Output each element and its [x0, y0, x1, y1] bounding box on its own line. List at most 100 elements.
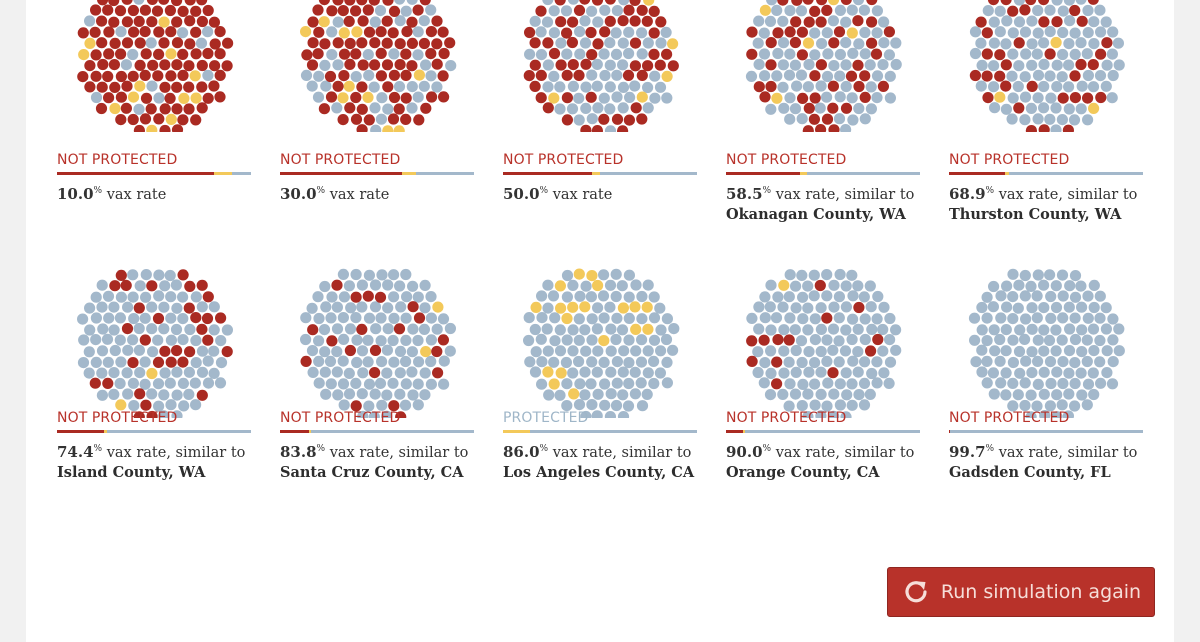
vax-rate-value: 50.0: [503, 185, 540, 203]
population-dot: [975, 80, 987, 92]
population-dot: [134, 280, 146, 292]
population-dot: [969, 47, 982, 60]
population-dot: [765, 367, 777, 379]
population-dot: [968, 312, 981, 324]
population-dot: [821, 269, 833, 281]
population-dot: [809, 313, 821, 325]
population-dot: [96, 389, 108, 401]
population-dot: [604, 37, 616, 49]
population-dot: [1038, 302, 1050, 314]
population-dot: [1013, 60, 1025, 72]
population-dot: [350, 113, 363, 125]
population-dot: [591, 366, 603, 378]
population-dot: [1087, 0, 1099, 5]
refresh-icon: [905, 581, 927, 603]
population-dot: [834, 91, 846, 103]
similar-county: Santa Cruz County, CA: [280, 464, 464, 481]
population-dot: [196, 15, 208, 28]
population-dot: [765, 80, 777, 93]
population-dot: [159, 81, 171, 93]
population-dot: [858, 4, 870, 16]
population-dot: [878, 37, 890, 49]
population-dot: [828, 0, 840, 6]
population-dot: [1088, 301, 1100, 314]
population-dot: [122, 388, 134, 400]
population-dot: [338, 399, 350, 411]
population-dot: [1062, 124, 1074, 132]
population-dot: [878, 367, 890, 379]
population-dot: [382, 279, 394, 291]
population-dot: [146, 80, 158, 92]
population-dot: [1045, 377, 1057, 390]
population-dot: [128, 26, 140, 38]
population-dot: [611, 377, 623, 389]
population-dot: [808, 269, 820, 281]
population-dot: [771, 92, 783, 104]
population-dot: [852, 346, 864, 358]
population-dot: [561, 378, 573, 390]
population-dot: [381, 389, 393, 401]
bar-segment-vaccinated: [530, 430, 697, 433]
population-dot: [1057, 48, 1069, 61]
population-dot: [318, 324, 331, 336]
population-dot: [847, 355, 859, 367]
population-dot: [369, 367, 381, 379]
population-dot: [146, 388, 158, 400]
population-dot: [300, 312, 312, 324]
population-dot: [332, 0, 344, 6]
population-dot: [987, 301, 999, 313]
population-dot: [803, 16, 815, 28]
population-dot: [789, 103, 802, 115]
population-dot: [306, 59, 319, 71]
population-dot: [616, 280, 628, 292]
population-dot: [1006, 113, 1018, 125]
vax-rate-suffix: vax rate: [329, 187, 390, 203]
population-dot: [369, 279, 382, 291]
population-dot: [802, 324, 814, 336]
population-dot: [605, 388, 617, 400]
bar-segment-unprotected: [949, 430, 950, 433]
population-dot: [324, 70, 337, 83]
bar-segment-unprotected: [726, 430, 744, 433]
population-dot: [183, 388, 195, 400]
population-dot: [840, 59, 852, 71]
population-dot: [121, 0, 133, 5]
population-dot: [300, 355, 312, 367]
population-dot: [425, 312, 437, 324]
population-dot: [103, 92, 115, 104]
population-dot: [152, 70, 164, 82]
population-dot: [846, 378, 858, 390]
population-dot: [221, 346, 233, 358]
population-dot: [1025, 125, 1037, 132]
population-dot: [1107, 356, 1119, 368]
population-dot: [548, 5, 560, 17]
population-dot: [661, 313, 673, 325]
population-dot: [1051, 411, 1063, 418]
population-dot: [1088, 388, 1100, 401]
percent-sign: %: [985, 444, 995, 454]
population-dot: [128, 400, 140, 412]
population-dot: [636, 334, 648, 346]
population-dot: [561, 291, 573, 303]
population-dot: [802, 125, 814, 132]
population-dot: [828, 279, 840, 291]
population-dot: [846, 27, 858, 39]
population-dot: [202, 69, 214, 81]
population-dot: [1007, 5, 1019, 17]
population-dot: [1063, 59, 1075, 71]
population-dot: [1100, 323, 1112, 335]
population-dot: [115, 399, 127, 411]
population-dot: [1031, 400, 1043, 412]
population-dot: [337, 312, 349, 324]
population-dot: [629, 60, 641, 72]
population-dot: [834, 70, 846, 82]
population-dot: [668, 323, 680, 335]
population-dot: [981, 291, 993, 303]
population-dot: [784, 92, 796, 104]
population-dot: [356, 37, 368, 49]
run-simulation-again-button[interactable]: Run simulation again: [887, 567, 1155, 617]
population-dot: [623, 334, 635, 346]
population-dot: [184, 15, 196, 27]
population-dot: [859, 113, 871, 125]
population-dot: [524, 356, 536, 368]
